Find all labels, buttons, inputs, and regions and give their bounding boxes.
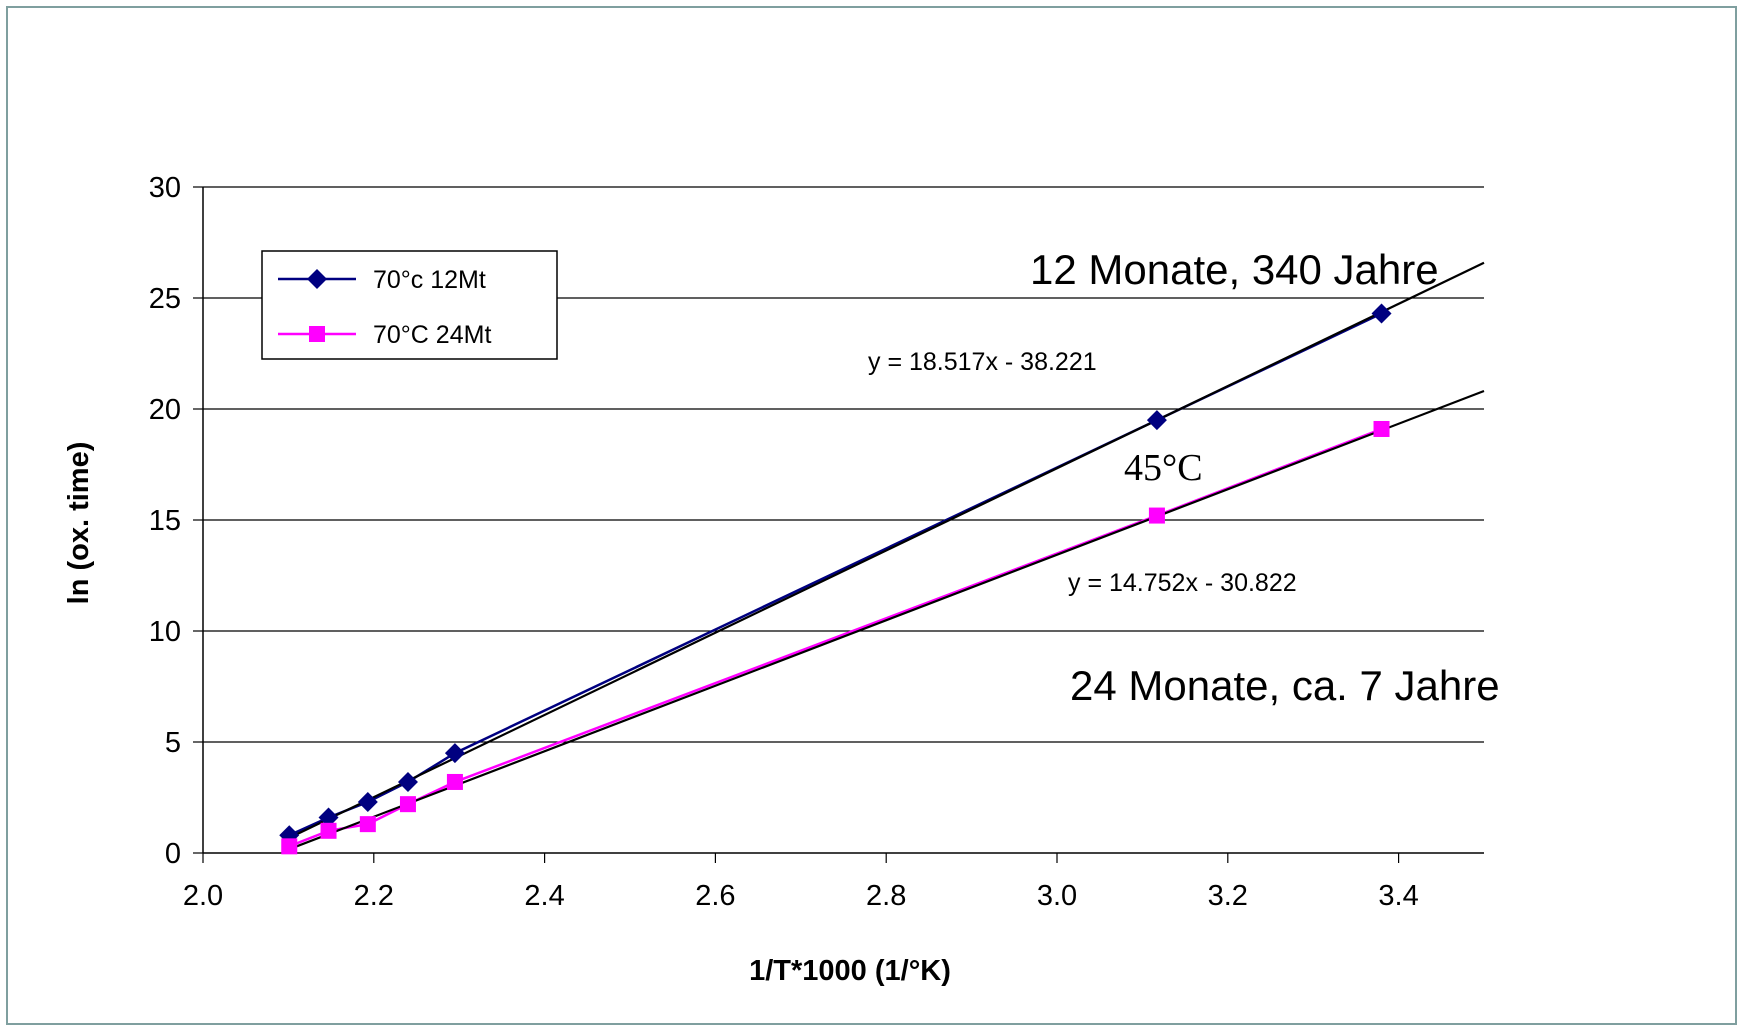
x-tick-label-7: 3.4 [1378,880,1418,912]
data-markers [279,303,1392,855]
y-tick-label-6: 30 [149,172,181,204]
trendline-equation-2: y = 14.752x - 30.822 [1068,569,1297,597]
data-point-series-2-5 [1148,507,1165,524]
x-tick-label-5: 3.0 [1037,880,1077,912]
legend: 70°c 12Mt 70°C 24Mt [261,250,558,360]
data-point-series-2-6 [1373,420,1390,437]
x-tick-labels: 2.0 2.2 2.4 2.6 2.8 3.0 3.2 3.4 [183,880,1419,912]
trendlines [288,261,1485,851]
chart-frame [6,6,1737,1025]
data-point-series-2-2 [359,816,376,833]
y-tick-label-0: 0 [165,838,181,870]
y-tick-label-3: 15 [149,505,181,537]
x-tick-label-6: 3.2 [1208,880,1248,912]
y-tick-label-1: 5 [165,727,181,759]
data-point-series-1-2 [357,791,378,812]
axes [193,186,1484,863]
y-tick-label-4: 20 [149,394,181,426]
x-axis-title: 1/T*1000 (1/°K) [749,955,951,987]
annotation-12-months: 12 Monate, 340 Jahre [1030,246,1439,293]
annotation-45c: 45°C [1124,447,1203,489]
x-tick-label-3: 2.6 [695,880,735,912]
annotation-24-months: 24 Monate, ca. 7 Jahre [1070,662,1500,709]
y-axis-title: ln (ox. time) [63,442,95,605]
data-point-series-1-1 [318,807,339,828]
y-tick-label-2: 10 [149,616,181,648]
data-point-series-1-5 [1146,410,1167,431]
y-tick-label-5: 25 [149,283,181,315]
data-point-series-2-1 [320,822,337,839]
data-point-series-1-3 [397,771,418,792]
legend-marker-series-1 [307,269,327,289]
legend-label-series-2: 70°C 24Mt [373,321,491,349]
legend-label-series-1: 70°c 12Mt [373,266,486,294]
y-tick-labels: 0 5 10 15 20 25 30 [149,172,181,870]
x-tick-label-2: 2.4 [524,880,564,912]
trendline-1 [288,261,1485,839]
trendline-equation-1: y = 18.517x - 38.221 [868,348,1097,376]
x-tick-label-4: 2.8 [866,880,906,912]
x-tick-label-1: 2.2 [354,880,394,912]
data-point-series-1-4 [444,743,465,764]
data-point-series-2-4 [446,773,463,790]
x-tick-label-0: 2.0 [183,880,223,912]
trendline-2 [288,389,1485,851]
legend-marker-series-2 [309,326,325,342]
data-point-series-2-0 [281,838,298,855]
data-point-series-1-6 [1371,303,1392,324]
data-point-series-2-3 [399,796,416,813]
